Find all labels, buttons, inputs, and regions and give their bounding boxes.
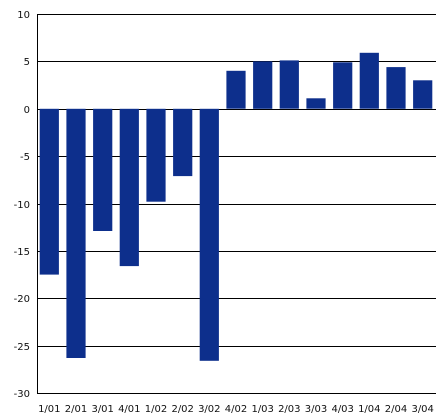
y-tick-label: -30 [14,389,30,400]
bar-1-04 [359,52,379,109]
bar-3-02 [199,108,219,361]
x-tick-label: 3/03 [305,404,327,415]
bar-4-01 [119,108,139,267]
x-tick-label: 2/02 [171,404,193,415]
bar-3-01 [93,108,113,231]
x-tick-label: 3/01 [91,404,113,415]
bar-3-04 [413,80,433,109]
x-tick-label: 1/04 [358,404,380,415]
x-tick-label: 4/03 [331,404,353,415]
bar-2-02 [173,108,193,177]
x-tick-label: 2/04 [385,404,407,415]
x-tick-label: 4/01 [118,404,140,415]
x-tick-label: 4/02 [225,404,247,415]
y-tick-label: -5 [20,152,30,163]
bar-3-03 [306,98,326,109]
y-axis-tick-labels: 10 5 0 -5 -10 -15 -20 -25 -30 [14,10,30,400]
bar-1-03 [253,61,273,109]
x-tick-label: 1/03 [251,404,273,415]
x-axis-tick-labels: 1/01 2/01 3/01 4/01 1/02 2/02 3/02 4/02 1/03 2/03… [38,404,434,415]
bar-1-02 [146,108,166,202]
y-tick-label: 0 [24,105,30,116]
x-tick-label: 2/03 [278,404,300,415]
x-tick-label: 3/02 [198,404,220,415]
x-tick-label: 1/02 [145,404,167,415]
bar-2-04 [386,67,406,109]
bar-2-01 [66,108,86,358]
bars [39,52,433,361]
y-tick-label: -20 [14,294,30,305]
y-tick-label: -15 [14,247,30,258]
bar-2-03 [279,60,299,109]
x-tick-label: 3/04 [411,404,433,415]
x-tick-label: 2/01 [65,404,87,415]
bar-1-01 [39,108,59,275]
y-tick-label: 10 [17,10,30,21]
bar-4-03 [333,62,353,109]
x-tick-label: 1/01 [38,404,60,415]
y-tick-label: -25 [14,342,30,353]
y-tick-label: -10 [14,200,30,211]
y-tick-label: 5 [24,57,30,68]
bar-4-02 [226,70,246,109]
